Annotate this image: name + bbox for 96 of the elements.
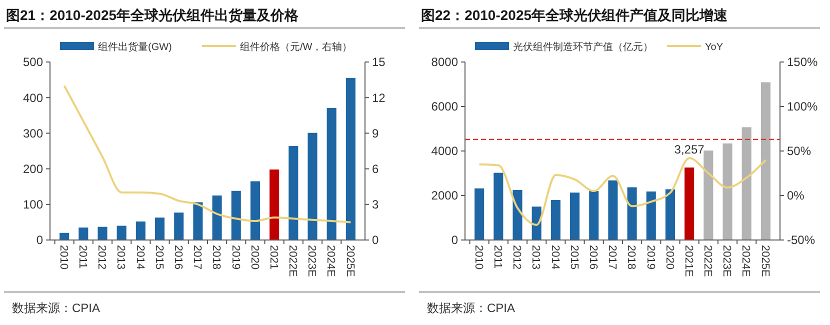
y-tick-label: 200: [22, 162, 44, 176]
chart-title: 图22：2010-2025年全球光伏组件产值及同比增速: [421, 7, 729, 23]
y2-tick-label: 0%: [787, 188, 805, 203]
bar: [250, 181, 260, 240]
bar: [231, 190, 241, 240]
y-tick-label: 0: [36, 233, 44, 248]
bar: [474, 188, 484, 240]
x-tick-label: 2012: [510, 245, 523, 270]
x-tick-label: 2015: [152, 245, 165, 270]
bar: [346, 78, 356, 240]
y-tick-label: 300: [22, 126, 44, 140]
bar: [608, 180, 618, 240]
bar: [326, 108, 336, 240]
bar: [742, 127, 752, 240]
bar: [646, 191, 656, 240]
x-tick-label: 2024E: [324, 245, 337, 277]
bar: [760, 82, 770, 240]
y-tick-label: 2000: [431, 188, 458, 203]
bar: [589, 191, 599, 240]
x-tick-label: 2015: [568, 245, 580, 270]
bar: [550, 200, 560, 240]
chart-title: 图21：2010-2025年全球光伏组件出货量及价格: [6, 7, 300, 23]
x-tick-label: 2013: [114, 245, 127, 270]
y-tick-label: 6000: [431, 100, 458, 114]
y2-tick-label: 100%: [787, 100, 818, 114]
y-tick-label: 400: [22, 90, 44, 105]
y2-tick-label: -50%: [787, 233, 816, 248]
line-series: [478, 157, 767, 226]
x-tick-label: 2016: [172, 245, 184, 270]
bar: [684, 168, 694, 240]
y2-tick-label: 3: [372, 198, 379, 212]
legend-label: YoY: [705, 42, 724, 53]
source-note: 数据来源：CPIA: [12, 301, 100, 315]
bar: [98, 226, 108, 240]
bar: [722, 143, 732, 240]
x-tick-label: 2018: [210, 245, 222, 270]
bar: [155, 218, 165, 240]
y2-tick-label: 150%: [787, 55, 818, 70]
x-tick-label: 2016: [587, 245, 600, 270]
y-tick-label: 100: [22, 198, 44, 212]
bar: [704, 150, 714, 240]
legend-label: 组件出货量(GW): [98, 41, 172, 53]
x-tick-label: 2021: [267, 245, 280, 270]
bar: [288, 146, 298, 240]
y2-tick-label: 12: [372, 90, 386, 105]
bar: [308, 132, 318, 240]
x-tick-label: 2013: [530, 245, 542, 270]
y2-tick-label: 15: [372, 55, 386, 70]
x-tick-label: 2025E: [344, 245, 356, 277]
x-tick-label: 2014: [134, 245, 146, 270]
x-tick-label: 2022E: [702, 245, 714, 277]
y-tick-label: 0: [451, 233, 458, 248]
bar: [512, 190, 522, 240]
x-tick-label: 2024E: [740, 245, 752, 277]
x-tick-label: 2017: [606, 245, 618, 270]
x-tick-label: 2022E: [286, 245, 299, 277]
legend-label: 组件价格（元/W，右轴）: [240, 41, 352, 53]
y-tick-label: 500: [22, 55, 44, 70]
y-tick-label: 8000: [431, 55, 458, 70]
bar: [212, 196, 222, 240]
x-tick-label: 2010: [57, 245, 70, 270]
x-tick-label: 2017: [191, 245, 204, 270]
data-label: 3,257: [674, 142, 705, 157]
bar: [116, 226, 126, 240]
bar: [193, 202, 203, 240]
x-tick-label: 2023E: [306, 245, 318, 277]
x-tick-label: 2019: [644, 245, 656, 270]
bar: [494, 172, 504, 240]
x-tick-label: 2011: [492, 245, 504, 269]
bar: [174, 212, 184, 240]
source-note: 数据来源：CPIA: [427, 301, 516, 315]
y2-tick-label: 6: [372, 162, 379, 176]
x-tick-label: 2010: [472, 245, 484, 270]
x-tick-label: 2018: [625, 245, 638, 270]
bar: [78, 228, 88, 240]
x-tick-label: 2014: [548, 245, 561, 270]
x-tick-label: 2020: [248, 245, 260, 270]
x-tick-label: 2011: [76, 245, 89, 269]
legend-label: 光伏组件制造环节产值（亿元）: [513, 41, 653, 53]
y2-tick-label: 50%: [787, 144, 812, 158]
bar: [270, 170, 280, 240]
x-tick-label: 2025E: [758, 245, 771, 277]
y2-tick-label: 9: [372, 126, 379, 140]
bar: [136, 221, 146, 240]
bar: [60, 232, 70, 240]
x-tick-label: 2012: [96, 245, 108, 270]
x-tick-label: 2020: [663, 245, 676, 270]
bar: [570, 192, 580, 240]
bar: [665, 189, 675, 240]
line-series: [63, 84, 352, 224]
bar: [627, 187, 637, 240]
y-tick-label: 4000: [431, 144, 458, 158]
x-tick-label: 2023E: [720, 245, 733, 277]
x-tick-label: 2021E: [682, 245, 694, 277]
x-tick-label: 2019: [229, 245, 242, 270]
y2-tick-label: 0: [372, 233, 379, 248]
